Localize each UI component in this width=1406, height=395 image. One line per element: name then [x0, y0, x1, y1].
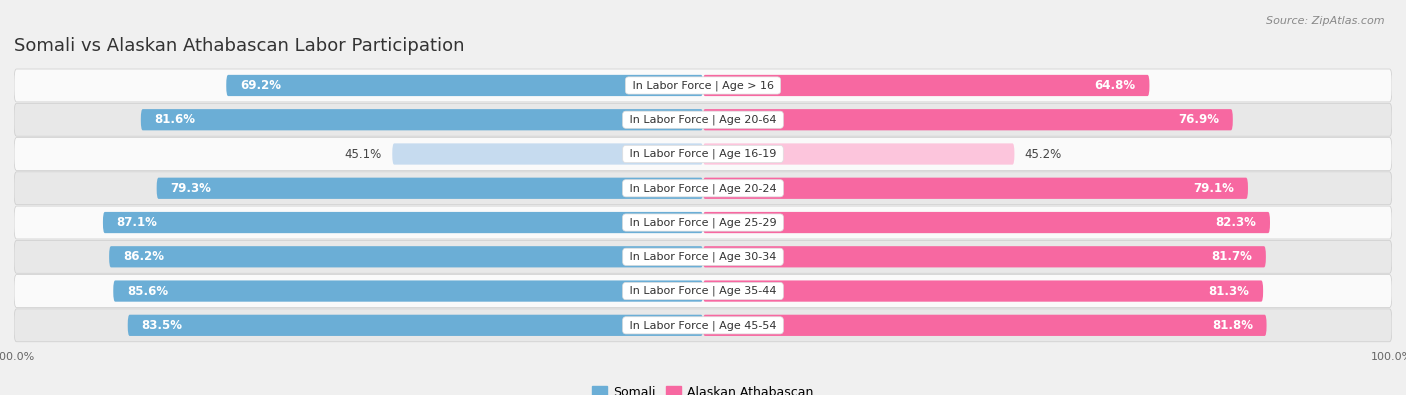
Text: In Labor Force | Age 16-19: In Labor Force | Age 16-19 — [626, 149, 780, 159]
Text: In Labor Force | Age 25-29: In Labor Force | Age 25-29 — [626, 217, 780, 228]
FancyBboxPatch shape — [703, 109, 1233, 130]
Text: 45.2%: 45.2% — [1025, 147, 1062, 160]
FancyBboxPatch shape — [14, 309, 1392, 342]
FancyBboxPatch shape — [392, 143, 703, 165]
FancyBboxPatch shape — [14, 137, 1392, 171]
Text: In Labor Force | Age 20-64: In Labor Force | Age 20-64 — [626, 115, 780, 125]
Text: 79.3%: 79.3% — [170, 182, 211, 195]
Text: 87.1%: 87.1% — [117, 216, 157, 229]
Text: 64.8%: 64.8% — [1094, 79, 1136, 92]
FancyBboxPatch shape — [103, 212, 703, 233]
Text: In Labor Force | Age 35-44: In Labor Force | Age 35-44 — [626, 286, 780, 296]
FancyBboxPatch shape — [703, 280, 1263, 302]
FancyBboxPatch shape — [703, 143, 1014, 165]
FancyBboxPatch shape — [703, 315, 1267, 336]
Text: 83.5%: 83.5% — [142, 319, 183, 332]
FancyBboxPatch shape — [703, 75, 1150, 96]
Text: Source: ZipAtlas.com: Source: ZipAtlas.com — [1267, 16, 1385, 26]
FancyBboxPatch shape — [14, 275, 1392, 308]
FancyBboxPatch shape — [703, 178, 1249, 199]
Text: 45.1%: 45.1% — [344, 147, 382, 160]
Text: 81.6%: 81.6% — [155, 113, 195, 126]
Text: 86.2%: 86.2% — [122, 250, 165, 263]
Text: 79.1%: 79.1% — [1194, 182, 1234, 195]
FancyBboxPatch shape — [14, 103, 1392, 136]
Legend: Somali, Alaskan Athabascan: Somali, Alaskan Athabascan — [588, 381, 818, 395]
FancyBboxPatch shape — [703, 246, 1265, 267]
Text: 81.3%: 81.3% — [1208, 284, 1250, 297]
Text: 81.8%: 81.8% — [1212, 319, 1253, 332]
Text: In Labor Force | Age 45-54: In Labor Force | Age 45-54 — [626, 320, 780, 331]
FancyBboxPatch shape — [156, 178, 703, 199]
FancyBboxPatch shape — [141, 109, 703, 130]
FancyBboxPatch shape — [14, 172, 1392, 205]
FancyBboxPatch shape — [14, 206, 1392, 239]
Text: In Labor Force | Age 20-24: In Labor Force | Age 20-24 — [626, 183, 780, 194]
FancyBboxPatch shape — [703, 212, 1270, 233]
Text: Somali vs Alaskan Athabascan Labor Participation: Somali vs Alaskan Athabascan Labor Parti… — [14, 37, 464, 55]
FancyBboxPatch shape — [14, 240, 1392, 273]
FancyBboxPatch shape — [110, 246, 703, 267]
FancyBboxPatch shape — [14, 69, 1392, 102]
Text: In Labor Force | Age > 16: In Labor Force | Age > 16 — [628, 80, 778, 91]
Text: 82.3%: 82.3% — [1215, 216, 1256, 229]
FancyBboxPatch shape — [128, 315, 703, 336]
Text: 76.9%: 76.9% — [1178, 113, 1219, 126]
FancyBboxPatch shape — [114, 280, 703, 302]
Text: In Labor Force | Age 30-34: In Labor Force | Age 30-34 — [626, 252, 780, 262]
FancyBboxPatch shape — [226, 75, 703, 96]
Text: 69.2%: 69.2% — [240, 79, 281, 92]
Text: 81.7%: 81.7% — [1211, 250, 1253, 263]
Text: 85.6%: 85.6% — [127, 284, 169, 297]
